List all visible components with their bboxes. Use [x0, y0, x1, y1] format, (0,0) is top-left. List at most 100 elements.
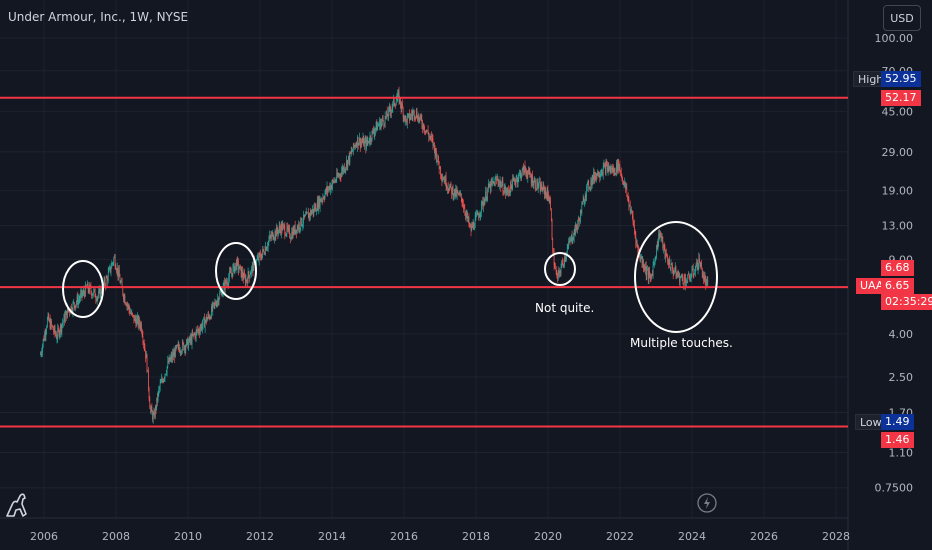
candle-body — [682, 278, 684, 284]
candle-body — [580, 210, 581, 223]
candle-body — [679, 277, 681, 283]
currency-button[interactable]: USD — [883, 5, 921, 31]
candle-body — [707, 280, 709, 282]
candle-body — [258, 256, 259, 261]
candle-body — [350, 151, 352, 154]
price-tick-label: 2.50 — [889, 371, 914, 384]
candle-body — [436, 160, 438, 162]
candle-body — [271, 232, 273, 234]
candle-body — [228, 277, 230, 285]
candle-body — [660, 232, 662, 236]
candle-body — [490, 183, 491, 191]
candle-body — [289, 237, 291, 239]
candle-body — [211, 306, 212, 319]
candle-body — [512, 178, 514, 181]
candle-body — [460, 193, 461, 195]
high-label-badge: High — [853, 71, 889, 87]
candle-body — [525, 169, 527, 172]
candle-body — [697, 266, 699, 270]
candle-body — [211, 306, 213, 311]
time-axis[interactable]: 2006 2008 2010 2012 2014 2016 2018 2020 2022 2024… — [30, 530, 850, 543]
candle-body — [303, 214, 305, 218]
candle-body — [517, 177, 518, 183]
candle-body — [400, 97, 401, 105]
candle-body — [636, 240, 638, 245]
candle-body — [368, 142, 370, 144]
candle-body — [472, 225, 473, 228]
candle-body — [609, 166, 610, 171]
candle-body — [274, 237, 275, 240]
candle-body — [230, 271, 232, 274]
candle-body — [305, 212, 307, 215]
horizontal-lines[interactable] — [0, 96, 848, 428]
uaa-symbol-badge: UAA — [856, 278, 888, 294]
candle-body — [544, 187, 545, 195]
candle-body — [80, 293, 81, 299]
candle-body — [509, 191, 511, 193]
candle-body — [425, 130, 427, 133]
lightning-icon[interactable] — [697, 493, 717, 513]
candle-body — [341, 167, 343, 172]
candle-body — [346, 160, 348, 168]
candle-body — [314, 205, 316, 211]
candle-body — [381, 120, 383, 123]
candle-body — [127, 305, 129, 306]
candle-body — [302, 223, 304, 226]
candle-body — [588, 181, 590, 189]
time-tick-label: 2006 — [30, 530, 58, 543]
candle-body — [215, 302, 216, 305]
candle-body — [671, 263, 673, 265]
candle-body — [611, 167, 613, 173]
candle-body — [118, 269, 120, 278]
candle-body — [184, 346, 186, 351]
candle-body — [449, 183, 451, 187]
candle-body — [474, 227, 475, 229]
candle-body — [681, 274, 682, 277]
candle-body — [159, 383, 161, 388]
candle-body — [582, 199, 584, 202]
candle-body — [450, 183, 452, 188]
price-tick-label: 45.00 — [882, 105, 914, 118]
time-tick-label: 2020 — [534, 530, 562, 543]
candle-body — [386, 111, 387, 118]
candle-body — [629, 205, 631, 213]
candle-body — [438, 163, 440, 169]
candle-body — [62, 321, 64, 324]
candle-body — [215, 304, 217, 306]
candle-body — [406, 119, 407, 124]
candle-body — [695, 266, 697, 270]
candle-body — [576, 227, 578, 229]
candle-body — [313, 207, 315, 213]
candle-body — [435, 150, 437, 156]
candle-body — [469, 225, 471, 227]
candle-body — [274, 231, 276, 238]
candle-body — [642, 260, 644, 263]
candle-body — [454, 188, 455, 196]
candle-body — [239, 265, 241, 270]
candle-body — [510, 181, 511, 193]
candle-body — [689, 277, 691, 281]
candle-body — [589, 188, 590, 190]
candle-body — [538, 182, 540, 187]
candle-body — [692, 267, 693, 271]
candle-body — [415, 116, 416, 118]
candle-body — [217, 298, 219, 303]
candle-body — [298, 223, 299, 229]
candle-body — [699, 257, 700, 264]
candle-body — [485, 191, 487, 200]
candle-body — [395, 100, 397, 106]
candle-body — [71, 306, 72, 312]
candle-body — [198, 329, 200, 332]
tradingview-dino-icon[interactable] — [4, 490, 30, 518]
candle-body — [601, 172, 603, 174]
candle-body — [348, 156, 350, 163]
candle-body — [98, 291, 99, 297]
candle-body — [82, 293, 83, 296]
candle-body — [122, 287, 124, 295]
candle-body — [231, 272, 232, 274]
candle-body — [422, 124, 424, 129]
candle-body — [60, 324, 62, 332]
candle-body — [706, 280, 707, 287]
candle-body — [46, 327, 47, 332]
